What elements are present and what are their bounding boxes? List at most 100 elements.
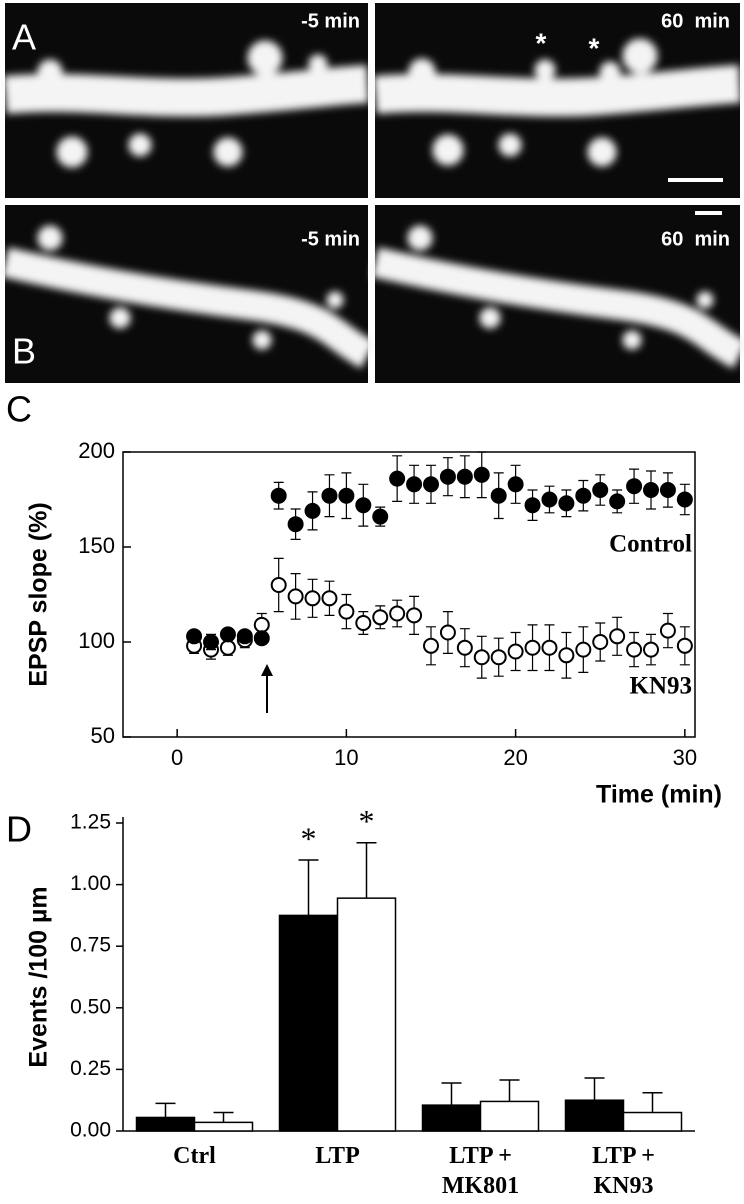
- data-point: [643, 482, 659, 498]
- bar: [135, 1116, 196, 1132]
- bar: [278, 914, 339, 1132]
- data-point: [626, 478, 643, 495]
- bar: [622, 1111, 683, 1132]
- image-label: -5 min: [301, 228, 360, 250]
- y-tick-label: 0.50: [70, 995, 111, 1018]
- data-point: [490, 649, 507, 666]
- data-point: [287, 516, 304, 533]
- data-point: [236, 628, 253, 645]
- plot-frame: [122, 451, 696, 738]
- y-tick-label: 0.75: [70, 934, 111, 957]
- data-point: [203, 634, 219, 650]
- data-point: [423, 476, 439, 493]
- error-bar: [356, 841, 377, 899]
- error-bar: [584, 1077, 605, 1101]
- y-axis-label: Events /100 µm: [25, 886, 53, 1067]
- data-point: [592, 482, 609, 498]
- data-point: [541, 639, 558, 656]
- data-point: [423, 637, 439, 654]
- data-point: [507, 643, 524, 660]
- y-tick-label: 50: [91, 723, 115, 748]
- data-point: [406, 607, 423, 624]
- y-tick-label: 200: [78, 438, 115, 463]
- data-point: [304, 502, 321, 519]
- error-bar: [499, 1079, 520, 1102]
- panel-label: A: [12, 17, 36, 58]
- data-point: [609, 493, 626, 510]
- data-point: [372, 609, 389, 626]
- image-label: 60 min: [661, 228, 730, 250]
- data-point: [321, 487, 338, 504]
- data-point: [659, 622, 676, 639]
- data-point: [507, 476, 524, 493]
- data-point: [219, 639, 236, 656]
- x-tick-label: LTP + MK801: [441, 1143, 520, 1199]
- micrograph: [371, 205, 744, 383]
- arrow-head: [261, 664, 273, 676]
- data-point: [575, 487, 592, 504]
- asterisk: *: [536, 27, 547, 58]
- x-tick-label: 10: [334, 745, 358, 770]
- x-tick-label: Ctrl: [173, 1143, 216, 1169]
- y-tick-label: 150: [78, 533, 115, 558]
- data-point: [219, 626, 236, 643]
- data-point: [270, 577, 287, 593]
- x-axis-label: Time (min): [596, 781, 722, 809]
- data-point: [558, 495, 575, 512]
- data-point: [558, 647, 575, 664]
- data-point: [304, 590, 321, 607]
- x-tick-label: LTP + KN93: [592, 1143, 655, 1199]
- data-point: [456, 468, 473, 485]
- data-point: [338, 487, 355, 504]
- x-tick-label: 20: [503, 745, 527, 770]
- significance-marker: *: [301, 820, 317, 856]
- bar: [564, 1099, 625, 1132]
- error-bar: [213, 1111, 234, 1123]
- panel-label: B: [12, 331, 36, 372]
- micrograph: [1, 205, 376, 383]
- micrograph: [373, 3, 741, 198]
- error-bar: [441, 1082, 462, 1106]
- annotation: KN93: [630, 673, 693, 700]
- data-point: [253, 616, 270, 633]
- data-point: [473, 466, 490, 483]
- image-label: -5 min: [301, 10, 360, 32]
- data-point: [524, 497, 541, 514]
- bar: [193, 1121, 254, 1132]
- data-point: [287, 588, 304, 605]
- x-tick-label: 0: [171, 745, 183, 770]
- data-point: [338, 603, 355, 620]
- data-point: [186, 628, 203, 645]
- bar: [336, 897, 397, 1132]
- data-point: [456, 639, 473, 656]
- data-point: [626, 641, 643, 658]
- asterisk: *: [589, 32, 600, 63]
- y-tick-label: 1.00: [70, 872, 111, 895]
- y-tick-label: 0.00: [70, 1119, 111, 1142]
- data-point: [321, 590, 338, 607]
- data-point: [659, 482, 676, 498]
- image-label: 60 min: [661, 10, 730, 32]
- panel-label: D: [6, 809, 32, 850]
- data-point: [592, 634, 609, 650]
- data-point: [355, 497, 372, 514]
- data-point: [439, 624, 456, 641]
- data-point: [372, 508, 389, 525]
- data-point: [389, 605, 406, 622]
- y-tick-label: 100: [78, 628, 115, 653]
- significance-marker: *: [359, 803, 375, 839]
- x-tick-label: 30: [673, 745, 697, 770]
- data-point: [524, 639, 541, 656]
- error-bar: [642, 1092, 663, 1113]
- data-point: [609, 628, 626, 645]
- data-point: [575, 641, 592, 658]
- data-point: [676, 637, 693, 654]
- data-point: [389, 470, 406, 487]
- data-point: [676, 491, 693, 508]
- data-point: [490, 487, 507, 504]
- bar: [479, 1100, 540, 1132]
- error-bar: [298, 859, 319, 916]
- data-point: [406, 476, 423, 493]
